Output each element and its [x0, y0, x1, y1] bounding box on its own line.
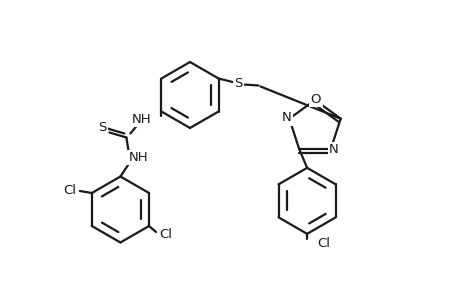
Text: NH: NH	[132, 113, 151, 126]
Text: Cl: Cl	[63, 184, 76, 197]
Text: O: O	[310, 92, 320, 106]
Text: N: N	[328, 143, 338, 156]
Text: NH: NH	[128, 151, 148, 164]
Text: S: S	[98, 121, 106, 134]
Text: N: N	[281, 111, 291, 124]
Text: Cl: Cl	[316, 237, 330, 250]
Text: S: S	[234, 77, 242, 90]
Text: Cl: Cl	[159, 227, 172, 241]
